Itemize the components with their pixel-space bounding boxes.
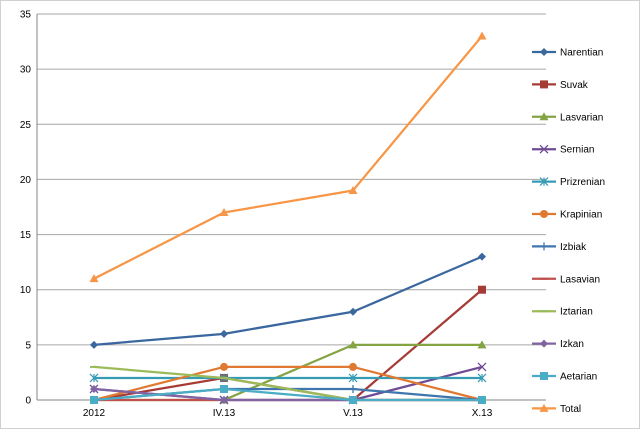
point-marker bbox=[540, 372, 548, 380]
point-marker bbox=[540, 339, 548, 348]
legend-label: Narentian bbox=[560, 48, 603, 59]
point-marker bbox=[349, 307, 357, 316]
point-marker bbox=[477, 373, 487, 383]
point-marker bbox=[349, 396, 357, 404]
legend-item: Aetarian bbox=[532, 372, 597, 383]
x-tick-label: V.13 bbox=[343, 408, 363, 419]
series-aetarian bbox=[90, 384, 486, 404]
point-marker bbox=[90, 340, 98, 349]
point-marker bbox=[477, 362, 487, 372]
point-marker bbox=[348, 340, 358, 349]
legend-item: Prizrenian bbox=[532, 177, 605, 188]
point-marker bbox=[90, 396, 98, 404]
y-tick-label: 10 bbox=[20, 285, 32, 296]
point-marker bbox=[539, 144, 549, 154]
point-marker bbox=[89, 274, 99, 283]
legend-label: Lasavian bbox=[560, 274, 600, 285]
legend-item: Lasvarian bbox=[532, 112, 603, 123]
legend-label: Prizrenian bbox=[560, 177, 605, 188]
legend-item: Sernian bbox=[532, 145, 594, 156]
y-tick-label: 15 bbox=[20, 230, 32, 241]
point-marker bbox=[348, 185, 358, 194]
point-marker bbox=[478, 252, 486, 261]
point-marker bbox=[220, 396, 228, 404]
legend-label: Iztarian bbox=[560, 307, 593, 318]
legend-item: Lasavian bbox=[532, 274, 600, 285]
point-marker bbox=[477, 340, 487, 349]
legend-item: Krapinian bbox=[532, 210, 602, 221]
series-line bbox=[93, 387, 482, 402]
legend-item: Total bbox=[532, 403, 581, 415]
series-narentian bbox=[90, 252, 486, 349]
point-marker bbox=[349, 362, 357, 371]
point-marker bbox=[539, 177, 549, 187]
point-marker bbox=[540, 48, 548, 56]
x-tick-label: X.13 bbox=[472, 408, 493, 419]
point-marker bbox=[220, 384, 228, 393]
point-marker bbox=[477, 31, 487, 40]
legend-label: Krapinian bbox=[560, 210, 602, 221]
legend-label: Total bbox=[560, 404, 581, 415]
gridlines bbox=[37, 13, 546, 401]
legend-label: Aetarian bbox=[560, 372, 597, 383]
point-marker bbox=[90, 384, 98, 393]
series-line bbox=[93, 255, 483, 346]
series-krapinian bbox=[90, 362, 486, 404]
point-marker bbox=[540, 80, 548, 89]
y-tick-label: 35 bbox=[20, 10, 32, 21]
series-line bbox=[93, 365, 483, 402]
y-tick-label: 20 bbox=[20, 175, 32, 186]
point-marker bbox=[89, 373, 99, 383]
y-tick-label: 25 bbox=[20, 120, 32, 131]
series-prizrenian bbox=[89, 373, 487, 383]
point-marker bbox=[219, 208, 229, 217]
series-layer bbox=[89, 31, 487, 405]
point-marker bbox=[349, 384, 357, 393]
point-marker bbox=[540, 210, 548, 218]
y-tick-label: 0 bbox=[25, 396, 31, 407]
point-marker bbox=[478, 396, 486, 404]
y-tick-label: 5 bbox=[25, 340, 31, 351]
series-line bbox=[93, 35, 483, 280]
point-marker bbox=[220, 329, 228, 338]
point-marker bbox=[539, 112, 549, 121]
legend-label: Suvak bbox=[560, 80, 589, 91]
legend-item: Suvak bbox=[532, 80, 589, 91]
point-marker bbox=[540, 242, 548, 251]
legend-label: Izbiak bbox=[560, 242, 587, 253]
legend-label: Lasvarian bbox=[560, 112, 603, 123]
legend: Narentian Suvak Lasvarian Sernian Prizrenian… bbox=[532, 48, 605, 415]
legend-item: Iztarian bbox=[532, 307, 593, 318]
series-sernian bbox=[89, 362, 487, 405]
point-marker bbox=[539, 403, 549, 412]
series-total bbox=[89, 31, 487, 283]
x-tick-label: 2012 bbox=[83, 408, 106, 419]
y-tick-label: 30 bbox=[20, 65, 32, 76]
x-tick-label: IV.13 bbox=[213, 408, 236, 419]
point-marker bbox=[220, 362, 228, 371]
legend-item: Izbiak bbox=[532, 242, 587, 253]
legend-item: Narentian bbox=[532, 48, 603, 59]
point-marker bbox=[478, 285, 486, 294]
point-marker bbox=[348, 373, 358, 383]
legend-label: Sernian bbox=[560, 145, 594, 156]
legend-item: Izkan bbox=[532, 339, 584, 350]
axes: 0 5 10 15 20 25 30 35 2012 IV.13 V.13 X.13 bbox=[20, 10, 546, 419]
legend-label: Izkan bbox=[560, 339, 584, 350]
